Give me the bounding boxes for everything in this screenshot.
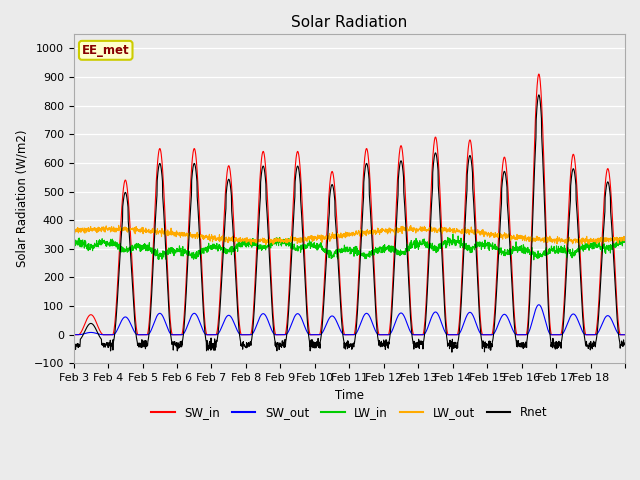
LW_in (449, 231, 457, 237)
SW_in (547, 327, 554, 333)
LW_out (614, 236, 621, 241)
Line: LW_in: LW_in (74, 234, 625, 260)
LW_in (125, 247, 132, 253)
SW_out (614, 329, 621, 335)
SW_in (535, 71, 543, 77)
LW_in (530, 257, 538, 263)
Rnet (244, 342, 252, 348)
Rnet (547, 338, 555, 344)
Line: SW_out: SW_out (74, 305, 625, 335)
Line: Rnet: Rnet (74, 95, 625, 352)
SW_in (244, 332, 252, 337)
LW_out (115, 222, 122, 228)
SW_out (125, 317, 132, 323)
LW_out (621, 235, 629, 241)
Rnet (621, 342, 629, 348)
SW_in (70, 332, 77, 337)
LW_in (383, 245, 390, 251)
SW_in (515, 332, 523, 337)
SW_out (535, 302, 543, 308)
X-axis label: Time: Time (335, 389, 364, 402)
SW_out (244, 332, 252, 337)
Rnet (614, 322, 621, 327)
SW_out (383, 332, 390, 337)
LW_out (70, 229, 77, 235)
Rnet (383, 341, 390, 347)
SW_out (515, 332, 523, 337)
Title: Solar Radiation: Solar Radiation (291, 15, 408, 30)
SW_out (70, 332, 77, 337)
Legend: SW_in, SW_out, LW_in, LW_out, Rnet: SW_in, SW_out, LW_in, LW_out, Rnet (147, 401, 552, 423)
Line: LW_out: LW_out (74, 225, 625, 245)
Rnet (70, 341, 77, 347)
LW_in (621, 235, 629, 241)
LW_out (244, 238, 252, 243)
Rnet (125, 224, 132, 230)
Line: SW_in: SW_in (74, 74, 625, 335)
SW_out (547, 332, 554, 337)
SW_in (621, 332, 629, 337)
Rnet (448, 349, 456, 355)
LW_out (125, 226, 132, 231)
LW_out (516, 235, 524, 241)
Rnet (516, 342, 524, 348)
Y-axis label: Solar Radiation (W/m2): Solar Radiation (W/m2) (15, 130, 28, 267)
SW_out (621, 332, 629, 337)
SW_in (614, 308, 621, 313)
LW_in (516, 245, 524, 251)
LW_in (244, 238, 252, 243)
LW_in (70, 236, 77, 242)
LW_in (547, 247, 555, 252)
Text: EE_met: EE_met (82, 44, 129, 57)
LW_out (248, 242, 255, 248)
LW_out (383, 226, 390, 232)
SW_in (125, 203, 132, 208)
LW_in (614, 240, 621, 246)
LW_out (547, 235, 555, 241)
Rnet (535, 92, 543, 98)
SW_in (383, 332, 390, 337)
